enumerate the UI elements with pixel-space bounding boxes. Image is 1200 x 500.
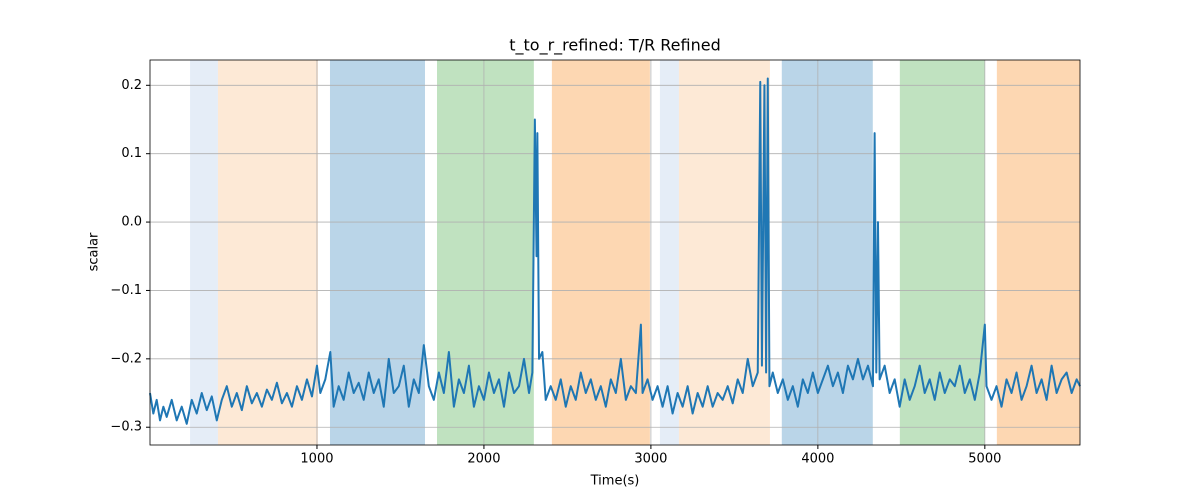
- y-tick-label: 0.2: [121, 78, 142, 93]
- y-tick-label: −0.1: [110, 283, 142, 298]
- x-tick-label: 3000: [634, 452, 667, 467]
- shaded-span: [551, 60, 650, 445]
- y-axis-label: scalar: [87, 232, 102, 271]
- plot-frame: [149, 59, 1081, 446]
- shaded-span: [659, 60, 679, 445]
- shaded-span: [217, 60, 318, 445]
- shaded-span: [190, 60, 218, 445]
- x-tick-label: 5000: [968, 452, 1001, 467]
- shaded-span: [996, 60, 1080, 445]
- data-line: [149, 77, 1081, 425]
- x-tick-label: 1000: [300, 452, 333, 467]
- shaded-span: [329, 60, 425, 445]
- x-axis-label: Time(s): [590, 474, 640, 489]
- y-tick-label: −0.2: [110, 351, 142, 366]
- y-tick-label: 0.0: [121, 215, 142, 230]
- x-tick-label: 2000: [467, 452, 500, 467]
- y-tick-label: 0.1: [121, 146, 142, 161]
- shaded-span: [781, 60, 873, 445]
- shaded-span: [437, 60, 534, 445]
- x-tick-label: 4000: [801, 452, 834, 467]
- chart-title: t_to_r_refined: T/R Refined: [509, 36, 721, 56]
- shaded-span: [678, 60, 770, 445]
- y-tick-label: −0.3: [110, 420, 142, 435]
